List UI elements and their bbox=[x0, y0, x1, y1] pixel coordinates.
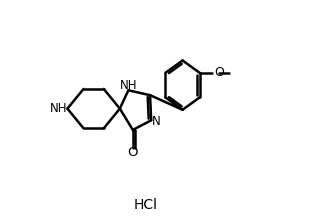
Text: O: O bbox=[128, 146, 138, 159]
Text: NH: NH bbox=[50, 102, 68, 115]
Text: HCl: HCl bbox=[134, 198, 158, 212]
Text: NH: NH bbox=[120, 79, 137, 92]
Text: O: O bbox=[215, 66, 224, 79]
Text: N: N bbox=[152, 115, 161, 128]
